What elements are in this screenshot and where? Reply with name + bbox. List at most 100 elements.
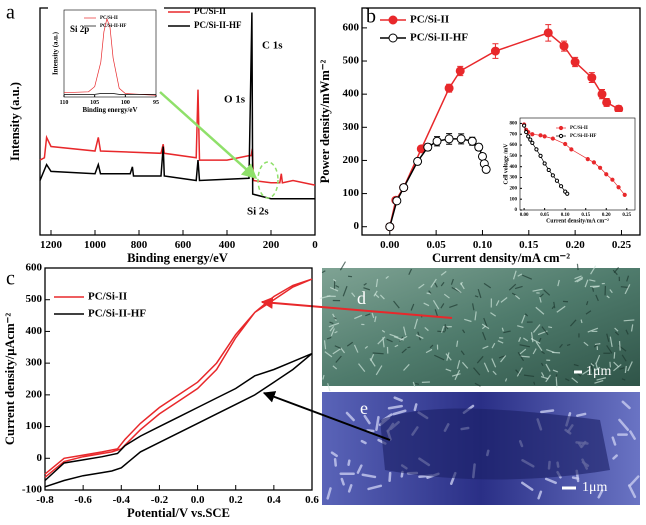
y-tick-label: 0 xyxy=(515,208,518,213)
data-point xyxy=(602,97,612,107)
chart: 0.00 0.05 0.10 0.15 0.20 0.25 0 100 200 300 400 500… xyxy=(318,6,641,265)
x-tick-label: 95 xyxy=(153,100,159,106)
inset-background xyxy=(496,112,638,230)
data-point xyxy=(559,41,569,51)
texture xyxy=(630,324,634,332)
series-line xyxy=(39,89,316,186)
data-point xyxy=(385,222,395,232)
texture xyxy=(332,278,337,282)
texture xyxy=(425,348,433,354)
texture xyxy=(345,411,355,422)
x-tick-label: 0.00 xyxy=(380,239,400,251)
texture xyxy=(517,351,525,362)
y-tick-label: 0 xyxy=(354,220,360,232)
texture xyxy=(585,310,592,315)
plot-frame xyxy=(44,267,313,491)
y-tick-label: 400 xyxy=(510,165,518,170)
x-tick-label: 0.10 xyxy=(473,239,493,251)
texture xyxy=(333,457,337,467)
texture xyxy=(514,294,521,300)
legend-label: PC/Si-II xyxy=(194,6,227,16)
series-line xyxy=(523,124,625,196)
data-point xyxy=(538,153,543,158)
x-tick-label: 0.2 xyxy=(229,494,243,506)
data-point xyxy=(481,164,491,174)
data-point xyxy=(569,147,574,152)
texture xyxy=(329,321,334,325)
y-tick-label: 600 xyxy=(343,21,360,33)
texture xyxy=(456,360,461,369)
texture xyxy=(403,326,407,336)
texture xyxy=(620,286,629,289)
texture xyxy=(624,284,631,295)
texture xyxy=(340,477,345,486)
texture xyxy=(462,329,466,334)
data-point xyxy=(467,136,477,146)
texture xyxy=(517,325,524,329)
peak-annotation: O 1s xyxy=(224,94,246,106)
data-point xyxy=(616,185,621,190)
peak-annotation: C 1s xyxy=(262,40,283,52)
texture xyxy=(363,287,371,291)
texture xyxy=(628,475,640,487)
panel-label: a xyxy=(6,2,15,24)
texture xyxy=(371,312,375,319)
texture xyxy=(340,347,346,354)
texture xyxy=(576,263,579,271)
texture xyxy=(324,351,333,358)
data-point xyxy=(444,83,454,93)
texture xyxy=(497,340,504,344)
texture xyxy=(606,345,613,354)
texture xyxy=(335,355,342,363)
texture xyxy=(491,358,497,368)
x-tick-label: 200 xyxy=(263,239,280,251)
x-tick-label: 1000 xyxy=(84,239,107,251)
y-tick-label: 400 xyxy=(343,88,360,100)
texture xyxy=(363,282,367,286)
texture xyxy=(596,377,607,381)
texture xyxy=(387,404,403,410)
texture xyxy=(626,275,630,282)
texture xyxy=(432,300,440,310)
texture xyxy=(592,287,595,292)
data-point xyxy=(585,157,590,162)
texture xyxy=(377,336,386,345)
texture xyxy=(618,341,621,351)
data-point xyxy=(526,134,531,139)
chart: 110 105 100 95 Binding energy/eV Intensity (a… xyxy=(48,6,164,121)
x-tick-label: 0.25 xyxy=(612,239,632,251)
texture xyxy=(399,335,408,341)
texture xyxy=(482,331,487,341)
texture xyxy=(589,279,596,282)
texture xyxy=(590,265,597,275)
data-point xyxy=(444,134,454,144)
pointer-arrow xyxy=(159,91,258,180)
texture xyxy=(450,278,454,285)
texture xyxy=(330,328,335,337)
texture xyxy=(621,400,631,410)
texture xyxy=(590,362,595,367)
texture xyxy=(516,367,523,377)
texture xyxy=(385,275,389,279)
y-tick-label: 700 xyxy=(510,132,518,137)
y-tick-label: 100 xyxy=(510,197,518,202)
sem-images: d e 1μm 1μm xyxy=(319,261,640,505)
texture xyxy=(583,341,589,347)
series-line xyxy=(389,138,487,227)
data-point xyxy=(570,57,580,67)
texture xyxy=(557,279,560,287)
x-tick-label: 100 xyxy=(121,100,130,106)
data-point xyxy=(392,196,402,206)
texture xyxy=(332,365,338,370)
y-tick-label: 800 xyxy=(510,122,518,127)
x-axis-label: Potential/V vs.SCE xyxy=(127,506,230,520)
texture xyxy=(365,313,371,317)
texture xyxy=(524,313,529,317)
legend-marker xyxy=(558,133,564,139)
x-axis-label: Current density/mA cm⁻² xyxy=(432,251,570,265)
texture xyxy=(334,330,338,334)
pointer-arrow xyxy=(260,296,453,319)
texture xyxy=(532,324,541,333)
texture xyxy=(375,365,383,376)
texture xyxy=(559,343,563,348)
